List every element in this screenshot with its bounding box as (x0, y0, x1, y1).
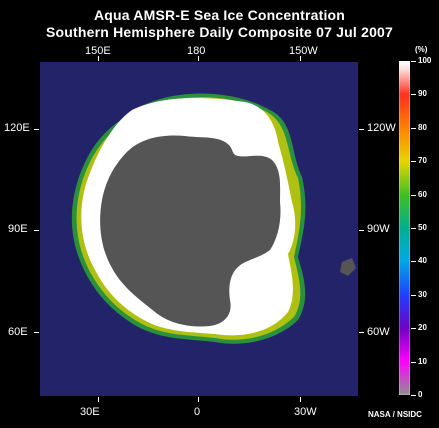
colorbar-tick-label: 80 (418, 122, 427, 132)
colorbar-tick (411, 395, 416, 396)
lon-label-right-90w: 90W (367, 223, 390, 235)
lon-label-left-90e: 90E (8, 223, 28, 235)
sea-ice-map (40, 62, 358, 396)
colorbar-tick (411, 361, 416, 363)
colorbar-tick-label: 20 (418, 323, 427, 333)
tick-top-1 (98, 56, 99, 61)
colorbar-tick-label: 40 (418, 256, 427, 266)
tick-right-1 (359, 129, 364, 130)
tick-bottom-2 (198, 397, 199, 402)
lon-label-bottom-30e: 30E (80, 406, 100, 418)
tick-left-2 (34, 230, 39, 231)
lon-label-bottom-0: 0 (194, 406, 201, 418)
colorbar-tick (411, 194, 416, 196)
colorbar-tick-label: 30 (418, 289, 427, 299)
antarctic-peninsula (340, 258, 356, 276)
lon-label-right-120w: 120W (367, 122, 396, 134)
colorbar-tick (411, 228, 416, 229)
colorbar-tick (411, 161, 416, 163)
colorbar-tick-label: 70 (418, 156, 427, 166)
antarctica-land (100, 135, 281, 327)
lon-label-top-150w: 150W (289, 45, 318, 57)
lon-label-left-120e: 120E (4, 122, 30, 134)
tick-right-3 (359, 332, 364, 333)
map-title: Aqua AMSR-E Sea Ice Concentration (93, 7, 346, 23)
tick-right-2 (359, 230, 364, 231)
tick-bottom-1 (98, 397, 99, 402)
colorbar-unit: (%) (415, 45, 428, 54)
credit-text: NASA / NSIDC (368, 410, 422, 419)
map-subtitle: Southern Hemisphere Daily Composite 07 J… (45, 24, 394, 40)
colorbar-tick-label: 10 (418, 356, 427, 366)
tick-top-3 (300, 56, 301, 61)
tick-top-2 (198, 56, 199, 61)
lon-label-top-150e: 150E (85, 45, 111, 57)
colorbar-tick-label: 0 (418, 390, 423, 399)
colorbar-tick-label: 50 (418, 223, 427, 232)
tick-left-3 (34, 332, 39, 333)
colorbar-tick (411, 261, 416, 263)
colorbar-tick (411, 61, 416, 62)
colorbar-tick (411, 328, 416, 330)
lon-label-top-180: 180 (187, 45, 206, 57)
colorbar-tick (411, 294, 416, 296)
tick-bottom-3 (300, 397, 301, 402)
lon-label-left-60e: 60E (8, 326, 28, 338)
colorbar-tick-label: 60 (418, 189, 427, 199)
colorbar-tick-label: 100 (418, 56, 432, 65)
lon-label-bottom-30w: 30W (294, 406, 317, 418)
colorbar-tick (411, 127, 416, 129)
concentration-colorbar (399, 61, 410, 395)
tick-left-1 (34, 129, 39, 130)
colorbar-tick (411, 94, 416, 96)
colorbar-tick-label: 90 (418, 89, 427, 99)
lon-label-right-60w: 60W (367, 326, 390, 338)
